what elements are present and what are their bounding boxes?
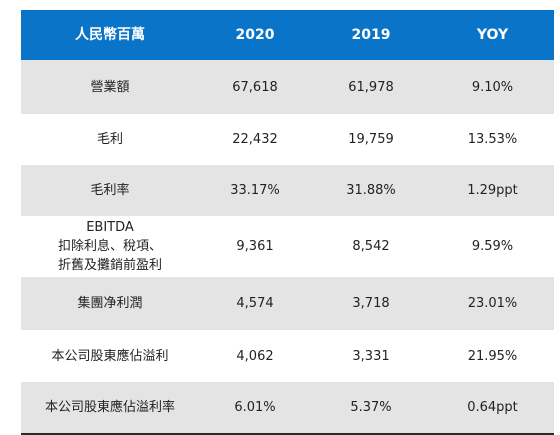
table-row: 本公司股東應佔溢利 4,062 3,331 21.95%: [21, 330, 554, 382]
value-2019: 8,542: [352, 239, 390, 254]
table-row: 毛利率 33.17% 31.88% 1.29ppt: [21, 165, 554, 216]
row-label-line: EBITDA: [86, 220, 134, 235]
value-2020: 4,062: [236, 348, 274, 364]
value-yoy: 21.95%: [467, 348, 518, 364]
value-2019: 19,759: [348, 132, 394, 147]
header-cell-2020: 2020: [235, 26, 275, 43]
value-2020: 33.17%: [230, 183, 280, 198]
row-label: 本公司股東應佔溢利: [51, 348, 169, 364]
value-yoy: 9.59%: [471, 239, 514, 254]
value-yoy: 9.10%: [471, 79, 514, 95]
table-row: 集團净利潤 4,574 3,718 23.01%: [21, 277, 554, 330]
value-2020: 67,618: [232, 79, 278, 95]
table-header: 人民幣百萬 2020 2019 YOY: [21, 10, 554, 60]
header-cell-2019: 2019: [351, 26, 391, 43]
row-label-line: 折舊及攤銷前盈利: [57, 258, 162, 273]
table-row: 本公司股東應佔溢利率 6.01% 5.37% 0.64ppt: [21, 382, 554, 433]
value-2020: 4,574: [236, 296, 274, 311]
financial-table: 人民幣百萬 2020 2019 YOY 營業額 67,618 61,978 9.…: [21, 10, 554, 435]
row-label: 集團净利潤: [77, 296, 143, 311]
header-cell-metric: 人民幣百萬: [75, 26, 145, 43]
value-yoy: 0.64ppt: [467, 400, 518, 415]
row-label-line: 扣除利息、稅項、: [57, 239, 162, 254]
row-label: EBITDA 扣除利息、稅項、 折舊及攤銷前盈利: [21, 218, 199, 275]
row-label: 營業額: [90, 79, 130, 95]
row-label: 本公司股東應佔溢利率: [44, 400, 175, 415]
value-2020: 6.01%: [234, 400, 276, 415]
row-label: 毛利: [96, 132, 123, 147]
header-cell-yoy: YOY: [476, 26, 509, 43]
value-yoy: 13.53%: [467, 132, 518, 147]
value-2019: 31.88%: [346, 183, 396, 198]
value-yoy: 23.01%: [467, 296, 518, 311]
value-2020: 9,361: [236, 239, 274, 254]
value-2020: 22,432: [232, 132, 278, 147]
value-yoy: 1.29ppt: [467, 183, 518, 198]
row-label: 毛利率: [90, 183, 130, 198]
value-2019: 61,978: [348, 79, 394, 95]
value-2019: 5.37%: [350, 400, 392, 415]
table-row: 營業額 67,618 61,978 9.10%: [21, 60, 554, 114]
table-row: 毛利 22,432 19,759 13.53%: [21, 114, 554, 165]
value-2019: 3,718: [352, 296, 390, 311]
value-2019: 3,331: [352, 348, 390, 364]
table-row: EBITDA 扣除利息、稅項、 折舊及攤銷前盈利 9,361 8,542 9.5…: [21, 216, 554, 277]
